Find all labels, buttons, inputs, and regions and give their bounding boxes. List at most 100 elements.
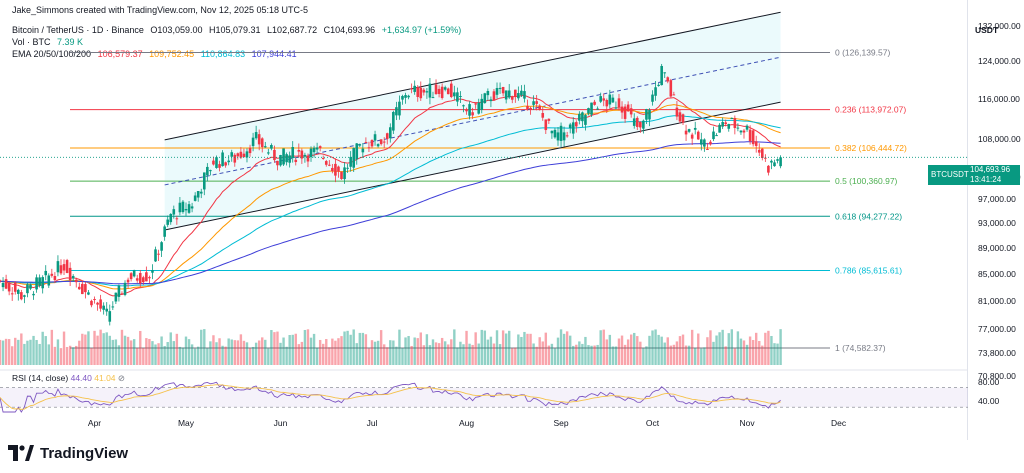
volume-label[interactable]: Vol · BTC (12, 37, 51, 47)
candle-body (0, 280, 2, 282)
volume-bar (718, 332, 721, 365)
candle-body (721, 122, 724, 127)
candle-body (395, 107, 398, 116)
candle-body (160, 242, 163, 251)
candle-body (748, 129, 752, 142)
volume-bar (93, 330, 96, 365)
volume-bar (477, 343, 480, 365)
candle-body (50, 273, 54, 276)
candle-body (32, 293, 35, 296)
candle-body (639, 121, 642, 128)
candle-body (163, 226, 166, 237)
volume-bar (221, 345, 224, 365)
candle-body (343, 167, 346, 180)
volume-bar (270, 330, 273, 365)
visibility-icon[interactable]: ⊘ (117, 373, 126, 383)
candle-body (239, 151, 243, 158)
volume-bar (96, 335, 99, 365)
candle-body (99, 299, 102, 309)
volume-bar (645, 346, 648, 365)
candle-body (401, 95, 404, 100)
candle-body (614, 107, 618, 109)
candle-body (590, 102, 593, 115)
candle-body (370, 140, 374, 147)
candle-body (645, 109, 648, 120)
volume-bar (721, 329, 724, 365)
candle-body (468, 104, 471, 116)
candle-body (696, 131, 700, 140)
candle-body (593, 101, 596, 105)
fib-level-label: 0.236 (113,972.07) (835, 105, 906, 115)
candle-body (166, 219, 170, 225)
volume-bar (443, 341, 447, 365)
volume-bar (154, 344, 157, 365)
ema200-value: 107,944.41 (251, 49, 297, 59)
price-tick-label: 77,000.00 (978, 324, 1016, 335)
candle-body (535, 101, 538, 104)
volume-bar (639, 341, 642, 365)
volume-bar (181, 347, 185, 365)
volume-bar (633, 332, 636, 365)
open-value: O103,059.00 (150, 25, 203, 35)
candle-body (328, 164, 331, 166)
candle-body (501, 86, 505, 94)
volume-bar (727, 333, 730, 365)
candle-body (267, 152, 270, 154)
candle-body (242, 153, 246, 158)
candle-body (538, 105, 542, 110)
volume-bar (29, 339, 32, 365)
candle-body (379, 139, 383, 145)
candle-body (7, 282, 11, 292)
volume-bar (648, 335, 651, 365)
ema-100-line (0, 115, 781, 287)
candle-body (236, 153, 240, 157)
ema-label[interactable]: EMA 20/50/100/200 (12, 49, 92, 59)
volume-bar (434, 342, 438, 365)
volume-bar (136, 348, 139, 365)
candle-body (392, 111, 395, 131)
ema100-value: 110,864.83 (200, 49, 246, 59)
candle-body (349, 156, 352, 167)
candle-body (617, 98, 621, 108)
volume-bar (0, 339, 2, 365)
volume-bar (447, 344, 450, 365)
tradingview-logo[interactable]: TradingView (8, 442, 128, 464)
candle-body (230, 152, 234, 157)
candle-body (440, 86, 444, 99)
time-tick-label: Dec (830, 418, 847, 428)
volume-bar (508, 330, 511, 365)
candle-body (507, 90, 511, 98)
volume-bar (386, 347, 389, 365)
volume-bar (556, 337, 560, 365)
volume-bar (117, 345, 121, 365)
candle-body (190, 206, 194, 209)
volume-bar (364, 334, 368, 365)
candle-body (611, 97, 615, 103)
channel-fill (164, 12, 781, 231)
volume-bar (379, 330, 383, 365)
candle-body (465, 109, 468, 112)
volume-bar (480, 329, 483, 365)
symbol-name[interactable]: Bitcoin / TetherUS · 1D · Binance (12, 25, 144, 35)
time-tick-label: Jul (366, 418, 378, 428)
volume-bar (407, 336, 410, 365)
candle-body (120, 293, 124, 295)
time-tick-label: Oct (645, 418, 660, 428)
price-chart[interactable]: 0 (126,139.57) 0.236 (113,972.07) 0.382 (1… (0, 0, 968, 415)
candle-body (739, 130, 743, 133)
candle-body (346, 167, 349, 169)
volume-bar (111, 339, 115, 365)
candle-body (138, 273, 142, 284)
volume-bar (309, 337, 313, 365)
ema-200-line (0, 141, 781, 285)
volume-bar (532, 343, 535, 365)
rsi-label-text[interactable]: RSI (14, close) (12, 373, 69, 383)
rsi-legend: RSI (14, close) 44.40 41.04 ⊘ (12, 373, 125, 384)
price-tick-label: 124,000.00 (978, 56, 1021, 67)
candle-body (407, 95, 410, 98)
ema20-value: 106,579.37 (97, 49, 143, 59)
candle-body (544, 119, 548, 131)
channel-upper-line (164, 11, 781, 141)
volume-bar (565, 331, 569, 365)
candle-body (13, 282, 17, 292)
